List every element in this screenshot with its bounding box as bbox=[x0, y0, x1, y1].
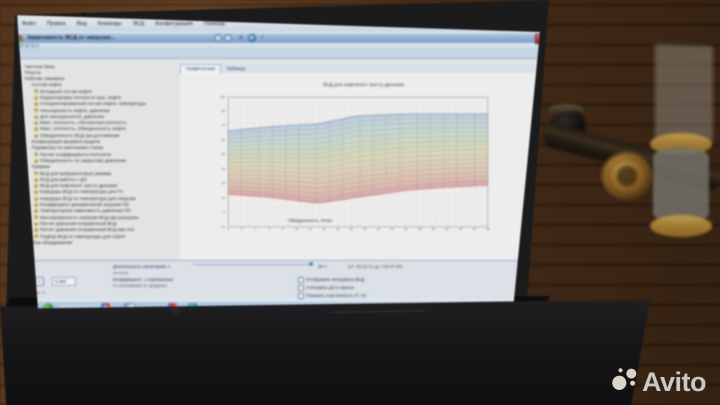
svg-text:Avito: Avito bbox=[642, 367, 706, 397]
